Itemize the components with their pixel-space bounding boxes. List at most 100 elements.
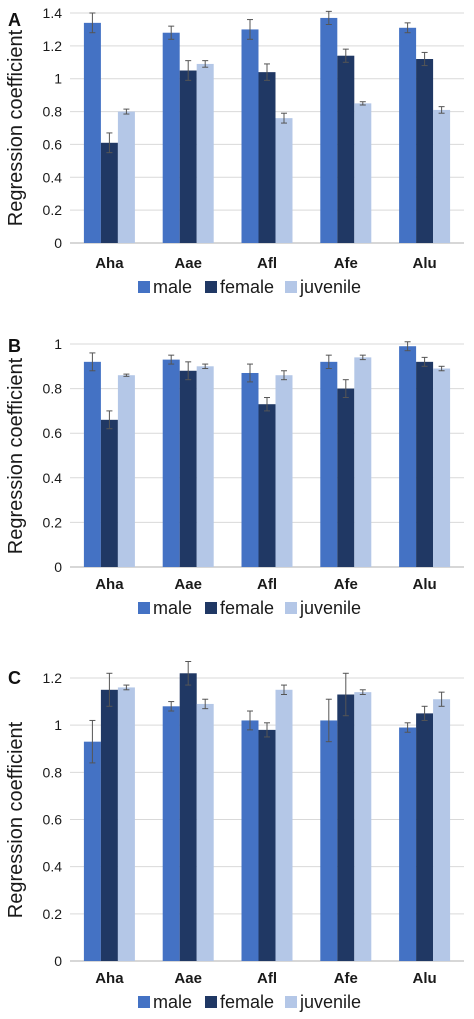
bar-juvenile-afl [275, 118, 293, 243]
legend-label-male: male [153, 598, 192, 618]
bar-juvenile-aha [117, 111, 135, 243]
bar-juvenile-alu [433, 109, 451, 243]
bar-female-afe [337, 388, 355, 567]
legend-label-female: female [220, 992, 274, 1012]
bar-male-alu [399, 727, 417, 961]
legend-swatch-female [205, 602, 217, 614]
y-tick-label: 0.4 [43, 470, 63, 486]
legend-swatch-juvenile [285, 996, 297, 1008]
bar-male-aha [83, 741, 101, 961]
legend-swatch-juvenile [285, 281, 297, 293]
legend-swatch-male [138, 281, 150, 293]
bar-juvenile-afe [354, 357, 372, 567]
x-tick-label: Afe [334, 576, 358, 593]
x-tick-label: Afl [257, 970, 277, 987]
panel-letter: C [8, 668, 21, 688]
legend-label-male: male [153, 277, 192, 297]
bar-male-afl [241, 372, 259, 567]
y-tick-label: 1 [54, 336, 62, 352]
bar-juvenile-aae [196, 63, 214, 243]
bar-female-aae [179, 673, 197, 961]
legend-label-juvenile: juvenile [299, 277, 361, 297]
bar-female-afe [337, 694, 355, 961]
y-tick-label: 1.2 [43, 38, 63, 54]
y-tick-label: 1 [54, 71, 62, 87]
legend: male female juvenile [138, 598, 361, 618]
bar-juvenile-alu [433, 368, 451, 567]
legend: male female juvenile [138, 277, 361, 297]
x-tick-label: Alu [413, 576, 437, 593]
y-tick-label: 0.2 [43, 906, 63, 922]
y-tick-label: 0.4 [43, 169, 63, 185]
bar-male-aha [83, 22, 101, 243]
y-tick-label: 0.6 [43, 812, 63, 828]
legend-swatch-male [138, 602, 150, 614]
legend: male female juvenile [138, 992, 361, 1012]
x-tick-label: Aae [174, 255, 202, 272]
y-tick-label: 0.2 [43, 202, 63, 218]
x-tick-label: Aae [174, 576, 202, 593]
legend-label-male: male [153, 992, 192, 1012]
bar-female-afl [258, 729, 276, 961]
bar-juvenile-aae [196, 366, 214, 567]
chart-panel-b: B 0 0.2 0.4 0.6 0.8 1 Regression coefficient Aha… [5, 336, 464, 618]
y-tick-label: 0.6 [43, 136, 63, 152]
bar-male-aae [162, 706, 180, 961]
x-tick-label: Alu [413, 255, 437, 272]
y-tick-label: 0.8 [43, 381, 63, 397]
y-tick-label: 0.6 [43, 425, 63, 441]
bar-female-afe [337, 55, 355, 243]
panel-letter: B [8, 336, 21, 356]
bar-female-alu [416, 59, 434, 243]
bar-juvenile-alu [433, 699, 451, 961]
bar-juvenile-afl [275, 375, 293, 567]
bar-male-aae [162, 32, 180, 243]
x-tick-label: Afl [257, 576, 277, 593]
y-axis-label: Regression coefficient [5, 721, 27, 918]
bar-female-aha [100, 419, 118, 567]
x-tick-label: Afe [334, 255, 358, 272]
bar-juvenile-aha [117, 375, 135, 567]
y-tick-label: 0.8 [43, 104, 63, 120]
x-tick-label: Afe [334, 970, 358, 987]
bar-juvenile-aae [196, 703, 214, 961]
y-tick-label: 0.2 [43, 514, 63, 530]
bar-female-aae [179, 70, 197, 243]
x-tick-label: Aha [95, 576, 124, 593]
legend-swatch-male [138, 996, 150, 1008]
bar-male-afl [241, 720, 259, 961]
bar-female-alu [416, 713, 434, 961]
bar-male-afe [320, 17, 338, 243]
bar-juvenile-afl [275, 689, 293, 961]
y-tick-label: 0.8 [43, 764, 63, 780]
bar-female-aha [100, 142, 118, 243]
bar-male-alu [399, 27, 417, 243]
x-tick-label: Alu [413, 970, 437, 987]
bar-female-aae [179, 370, 197, 567]
y-tick-label: 1.4 [43, 5, 63, 21]
y-axis-label: Regression coefficient [5, 29, 27, 226]
bar-male-afe [320, 720, 338, 961]
bar-male-aha [83, 361, 101, 567]
y-tick-label: 1 [54, 717, 62, 733]
chart-panel-a: A 0 0.2 0.4 0.6 0.8 1 1.2 1.4 Regression coeffici… [5, 5, 464, 297]
x-tick-label: Aae [174, 970, 202, 987]
y-tick-label: 0 [54, 235, 62, 251]
legend-swatch-juvenile [285, 602, 297, 614]
bar-juvenile-aha [117, 687, 135, 961]
bar-male-aae [162, 359, 180, 567]
legend-label-juvenile: juvenile [299, 598, 361, 618]
x-tick-label: Afl [257, 255, 277, 272]
y-tick-label: 0 [54, 559, 62, 575]
bar-male-alu [399, 346, 417, 567]
legend-swatch-female [205, 281, 217, 293]
legend-swatch-female [205, 996, 217, 1008]
x-tick-label: Aha [95, 255, 124, 272]
bar-male-afe [320, 361, 338, 567]
legend-label-juvenile: juvenile [299, 992, 361, 1012]
panel-letter: A [8, 10, 21, 30]
bar-female-aha [100, 689, 118, 961]
bar-juvenile-afe [354, 103, 372, 243]
bar-female-afl [258, 404, 276, 567]
